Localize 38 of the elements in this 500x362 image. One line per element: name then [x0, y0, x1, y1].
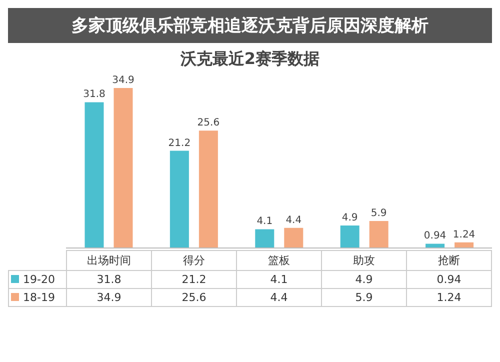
- text: 34.9: [66, 288, 152, 306]
- data-label: 5.9: [370, 208, 387, 219]
- text: 25.6: [152, 288, 236, 306]
- data-label: 34.9: [112, 75, 134, 86]
- data-label: 0.94: [424, 230, 446, 242]
- text: 5.9: [322, 288, 406, 306]
- x-tick-label: 出场时间: [66, 250, 152, 270]
- text: 0.94: [406, 270, 492, 288]
- x-tick-label: 抢断: [406, 250, 492, 270]
- data-label: 31.8: [83, 89, 106, 100]
- chart-title: 沃克最近2赛季数据: [179, 49, 321, 70]
- text: 4.1: [236, 270, 322, 288]
- text: 31.8: [66, 270, 152, 288]
- bar: [369, 220, 388, 248]
- data-label: 4.9: [342, 212, 358, 224]
- data-label: 25.6: [197, 118, 220, 129]
- bar: [426, 244, 445, 248]
- x-tick-label: 篮板: [236, 250, 322, 270]
- bar: [170, 150, 189, 248]
- bar: [284, 228, 304, 248]
- data-label: 4.1: [256, 216, 273, 228]
- text: 1.24: [406, 288, 492, 306]
- bar: [114, 88, 133, 248]
- text: 21.2: [152, 270, 236, 288]
- x-tick-label: 得分: [152, 250, 236, 270]
- legend-label: 18-19: [8, 288, 66, 306]
- legend-label: 19-20: [8, 270, 66, 288]
- text: 4.4: [236, 288, 322, 306]
- bar: [84, 102, 104, 248]
- data-label: 4.4: [286, 214, 302, 226]
- text: 多家顶级俱乐部竞相追逐沃克背后原因深度解析: [8, 8, 492, 43]
- x-tick-label: 助攻: [322, 250, 406, 270]
- bar: [340, 226, 360, 248]
- text: 4.9: [322, 270, 406, 288]
- bar: [255, 229, 274, 248]
- data-label: 21.2: [168, 138, 191, 149]
- bar: [198, 130, 218, 248]
- data-label: 1.24: [452, 229, 476, 240]
